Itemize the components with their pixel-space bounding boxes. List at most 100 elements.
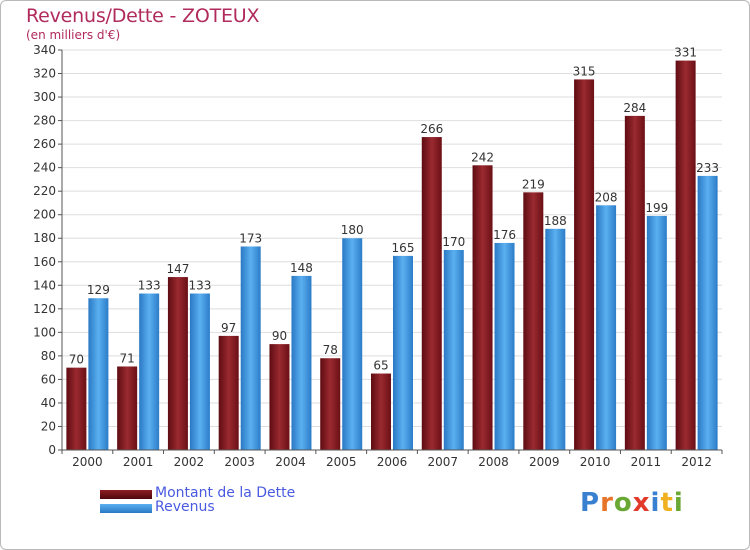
data-label-revenus: 133: [188, 279, 211, 293]
bar-dette: [574, 79, 595, 450]
y-tick-label: 0: [48, 443, 56, 457]
data-label-dette: 242: [471, 150, 494, 164]
y-tick-label: 60: [41, 372, 56, 386]
x-tick-label: 2012: [681, 455, 712, 469]
bar-revenus: [240, 246, 261, 450]
logo-letter: P: [580, 488, 601, 518]
x-tick-label: 2010: [580, 455, 611, 469]
data-label-revenus: 170: [442, 235, 465, 249]
logo-letter: x: [632, 488, 651, 518]
x-tick-label: 2009: [529, 455, 560, 469]
y-tick-label: 200: [33, 208, 56, 222]
data-label-dette: 147: [166, 262, 189, 276]
bar-dette: [218, 335, 239, 450]
y-tick-label: 220: [33, 184, 56, 198]
data-label-revenus: 208: [595, 190, 618, 204]
x-tick-label: 2001: [123, 455, 154, 469]
data-label-dette: 78: [323, 343, 338, 357]
logo-letter: i: [650, 488, 661, 518]
bar-revenus: [291, 275, 312, 450]
data-label-revenus: 199: [645, 201, 668, 215]
bar-revenus: [545, 228, 566, 450]
bar-revenus: [189, 293, 210, 450]
data-label-revenus: 133: [138, 279, 161, 293]
data-label-revenus: 188: [544, 214, 567, 228]
bar-dette: [117, 366, 138, 450]
bar-dette: [523, 192, 544, 450]
y-tick-label: 100: [33, 325, 56, 339]
y-tick-label: 160: [33, 255, 56, 269]
data-label-dette: 266: [420, 122, 443, 136]
data-label-revenus: 129: [87, 283, 110, 297]
bar-dette: [371, 373, 391, 450]
y-tick-label: 180: [33, 231, 56, 245]
chart-title: Revenus/Dette - ZOTEUX: [26, 5, 260, 27]
logo-letter: t: [660, 488, 674, 518]
data-label-dette: 71: [120, 351, 135, 365]
x-tick-label: 2000: [72, 455, 103, 469]
bar-dette: [167, 277, 188, 450]
axes: 0 20 40 60 80 100 120 140 160 180 200 220 240 260 280 3…: [33, 43, 723, 469]
x-tick-label: 2005: [326, 455, 357, 469]
data-labels: 70 129 71 133 147 133 97 173 90 148 78 180 65 165 266 1…: [69, 46, 719, 373]
data-label-revenus: 173: [239, 231, 262, 245]
bar-revenus: [596, 205, 617, 450]
data-label-dette: 284: [623, 101, 646, 115]
y-tick-label: 80: [41, 349, 56, 363]
data-label-revenus: 233: [696, 161, 719, 175]
bar-revenus: [393, 255, 413, 450]
bar-dette: [421, 137, 442, 450]
bar-dette: [472, 165, 493, 450]
bar-dette: [269, 344, 290, 450]
bar-dette: [675, 60, 696, 451]
data-label-dette: 219: [522, 177, 545, 191]
legend-label-revenus: Revenus: [155, 499, 215, 515]
bar-dette: [624, 115, 645, 450]
x-tick-label: 2003: [224, 455, 255, 469]
data-label-dette: 315: [573, 64, 596, 78]
bar-dette: [320, 358, 341, 450]
bar-revenus: [646, 215, 667, 450]
data-label-dette: 70: [69, 353, 84, 367]
y-tick-label: 280: [33, 114, 56, 128]
bar-revenus: [139, 293, 160, 450]
y-tick-label: 140: [33, 278, 56, 292]
y-tick-label: 20: [41, 419, 56, 433]
legend-label-dette: Montant de la Dette: [155, 485, 296, 501]
bar-revenus: [494, 242, 515, 450]
data-label-revenus: 165: [392, 241, 415, 255]
data-label-dette: 97: [221, 321, 236, 335]
proxiti-logo: Proxiti: [580, 488, 684, 518]
y-tick-label: 40: [41, 396, 56, 410]
bar-dette: [66, 367, 87, 450]
logo-letter: r: [600, 488, 614, 518]
data-label-dette: 90: [272, 329, 287, 343]
data-label-dette: 65: [373, 359, 388, 373]
y-tick-label: 320: [33, 67, 56, 81]
legend-swatch-revenus: [100, 504, 152, 513]
y-tick-label: 260: [33, 137, 56, 151]
bar-revenus: [443, 250, 464, 450]
x-tick-label: 2006: [377, 455, 408, 469]
bars: [66, 60, 718, 451]
x-tick-label: 2002: [174, 455, 205, 469]
data-label-revenus: 176: [493, 228, 516, 242]
bar-revenus: [342, 238, 363, 450]
logo-letter: i: [673, 488, 684, 518]
y-tick-label: 120: [33, 302, 56, 316]
y-tick-label: 300: [33, 90, 56, 104]
data-label-revenus: 148: [290, 261, 313, 275]
bar-revenus: [88, 298, 109, 450]
data-label-dette: 331: [674, 46, 697, 60]
legend-swatch-dette: [100, 490, 152, 499]
logo-letter: o: [613, 488, 633, 518]
bar-revenus: [697, 175, 718, 450]
chart-subtitle: (en milliers d'€): [26, 28, 121, 42]
x-tick-label: 2007: [427, 455, 458, 469]
x-tick-label: 2011: [631, 455, 662, 469]
y-tick-label: 240: [33, 161, 56, 175]
data-label-revenus: 180: [341, 223, 364, 237]
x-tick-label: 2008: [478, 455, 509, 469]
y-tick-label: 340: [33, 43, 56, 57]
